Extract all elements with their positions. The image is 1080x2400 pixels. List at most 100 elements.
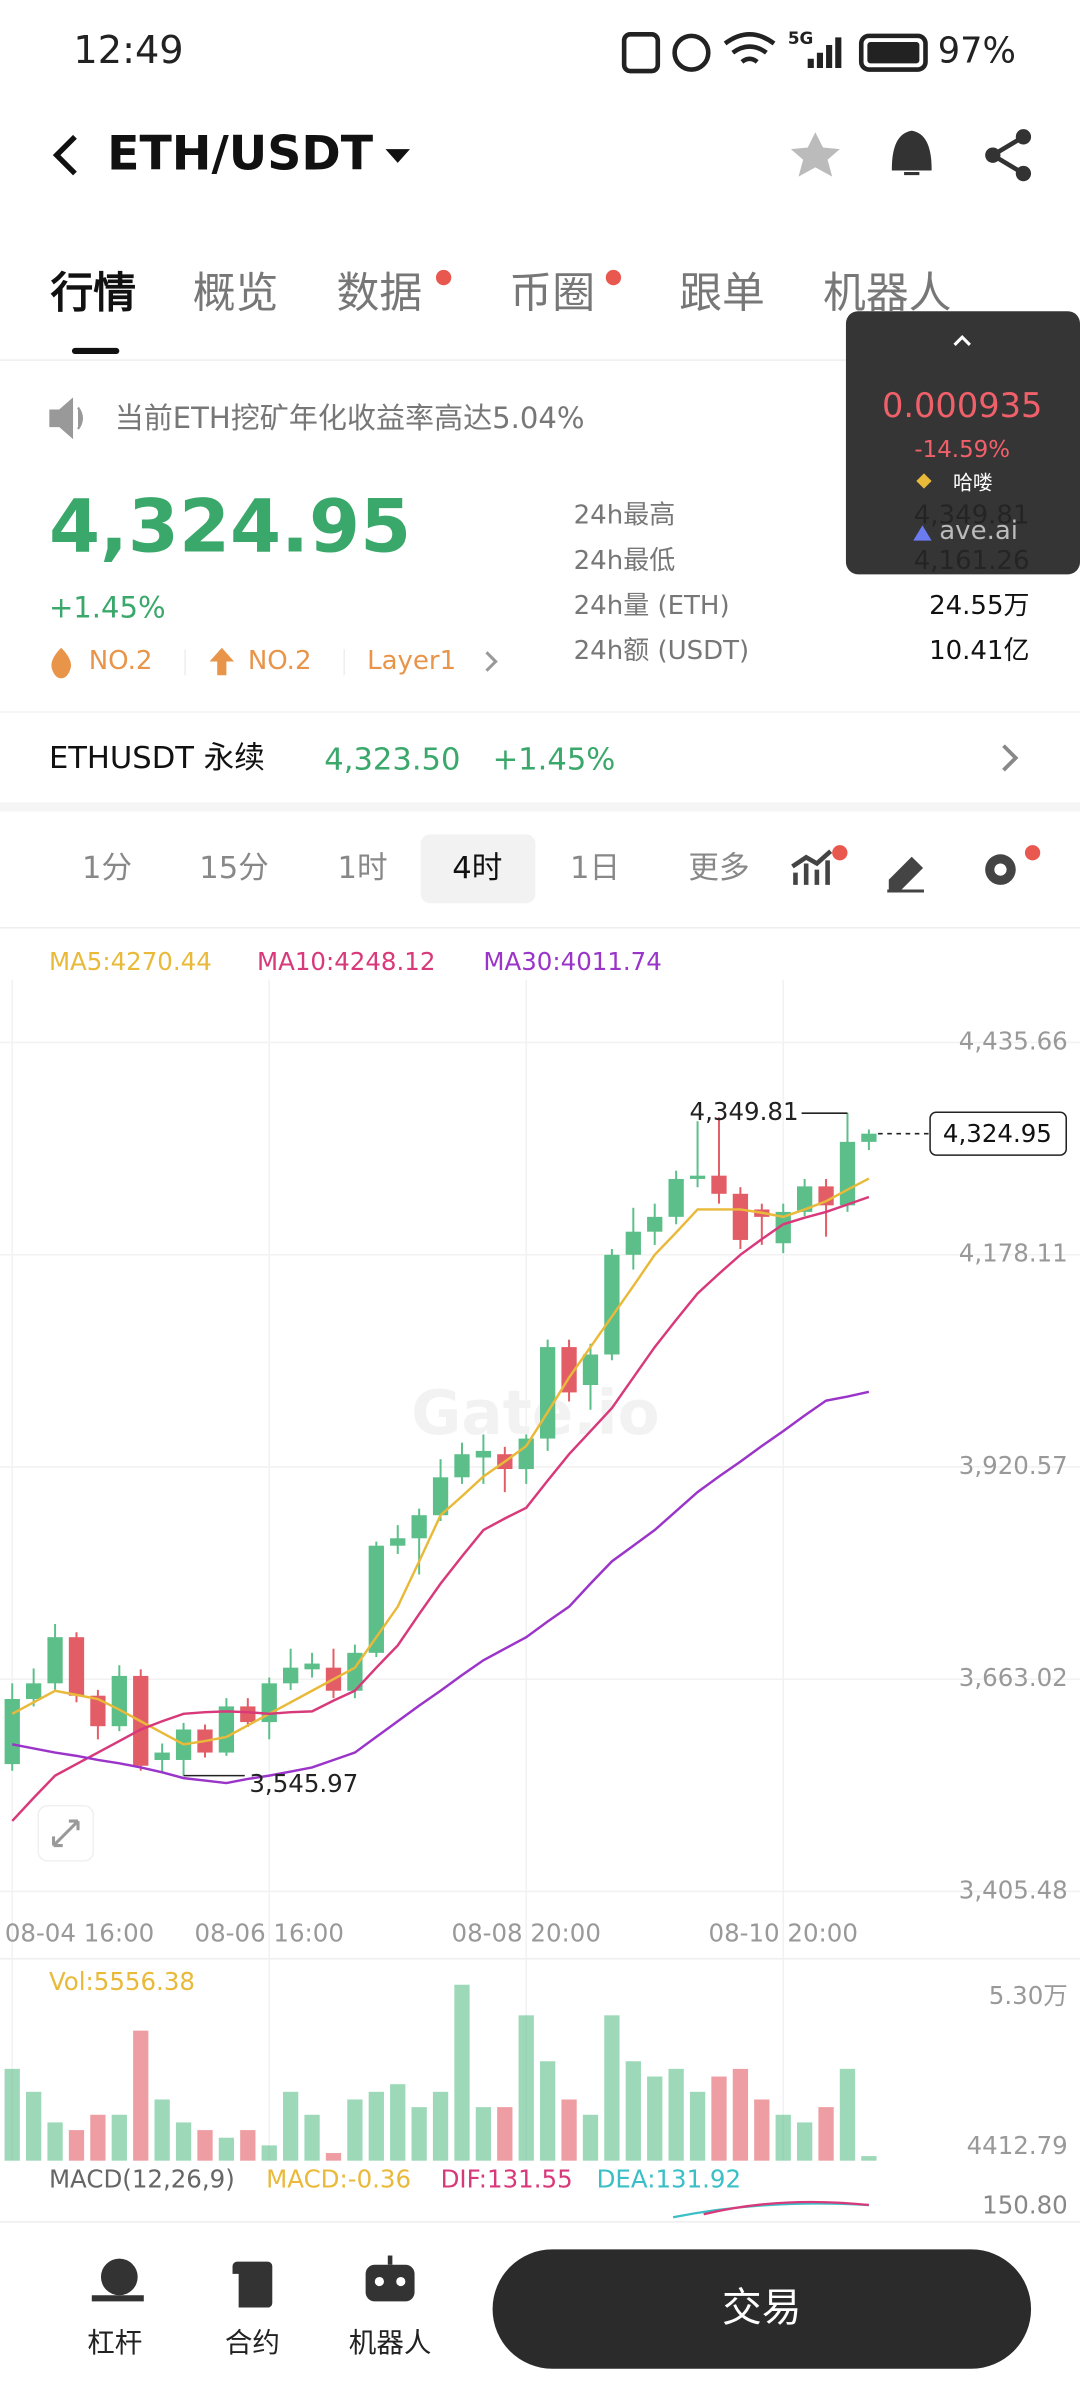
candle-body (411, 1515, 427, 1539)
x-tick-label: 08-08 20:00 (452, 1918, 601, 1947)
interval[interactable]: 4时 (452, 851, 502, 886)
tab[interactable]: 币圈 (509, 268, 595, 318)
trade-button[interactable] (492, 2249, 1032, 2369)
interval-active-bg (420, 834, 536, 904)
stat-label: 24h最低 (574, 546, 676, 576)
x-tick-label: 08-04 16:00 (5, 1918, 154, 1947)
y-tick-label: 4,178.11 (959, 1239, 1068, 1268)
volume-bar (368, 2091, 384, 2161)
indicator-button[interactable] (791, 849, 833, 885)
candle-body (775, 1211, 791, 1244)
popup-chain-icon (916, 473, 932, 489)
candle-body (4, 1698, 20, 1765)
volume-bar (197, 2130, 213, 2161)
ma-line (11, 1195, 870, 1822)
volume-bar (647, 2076, 663, 2161)
volume-bar (775, 2114, 791, 2161)
tab[interactable]: 机器人 (823, 268, 951, 318)
badge[interactable]: NO.2 (248, 646, 312, 676)
candle-body (625, 1231, 641, 1255)
volume-bar (390, 2084, 406, 2161)
floating-popup[interactable] (845, 311, 1080, 575)
macd-value: MACD:-0.36 (266, 2165, 411, 2194)
candle-body (732, 1193, 749, 1240)
favorite-button[interactable] (790, 132, 840, 177)
nav-robot-icon[interactable] (365, 2255, 415, 2302)
popup-price: 0.000935 (882, 386, 1043, 425)
volume-bar (475, 2107, 492, 2161)
volume-bar (518, 2015, 534, 2161)
volume-bar (26, 2091, 42, 2161)
popup-collapse[interactable] (953, 335, 971, 346)
pair-dropdown[interactable] (385, 149, 410, 163)
badge[interactable]: Layer1 (367, 646, 456, 676)
pair-title[interactable]: ETH/USDT (107, 127, 374, 182)
candle-body (26, 1683, 42, 1699)
candle-body (796, 1186, 813, 1212)
interval[interactable]: 1时 (338, 851, 388, 886)
candle-body (540, 1347, 556, 1439)
interval[interactable]: 1日 (570, 851, 620, 886)
nav-item[interactable]: 机器人 (349, 2327, 432, 2359)
candle-body (432, 1477, 449, 1516)
badge[interactable]: NO.2 (89, 646, 153, 676)
kline-chart[interactable]: Gate.io 3,405.48 3,663.02 3,920.57 4,178.11… (0, 979, 1080, 2161)
nav-item[interactable]: 杠杆 (87, 2327, 142, 2359)
volume-bar (411, 2107, 427, 2161)
nav-leverage-icon[interactable] (91, 2258, 144, 2302)
perp-price: 4,323.50 (324, 742, 460, 777)
tab-dot (605, 269, 622, 286)
volume-tick-label: 5.30万 (989, 1981, 1068, 2010)
nav-contract-icon[interactable] (229, 2261, 273, 2308)
badge-more[interactable] (485, 651, 498, 672)
dea-line (672, 2202, 869, 2219)
y-tick-label: 3,920.57 (959, 1451, 1068, 1480)
fire-icon (51, 647, 71, 679)
tab[interactable]: 概览 (193, 268, 279, 318)
nav-item[interactable]: 合约 (225, 2327, 280, 2359)
draw-button[interactable] (887, 856, 924, 893)
tab[interactable]: 跟单 (679, 268, 765, 318)
interval[interactable]: 1分 (82, 851, 132, 886)
volume-bar (540, 2061, 556, 2161)
tab[interactable]: 数据 (337, 268, 423, 318)
volume-bar (261, 2145, 277, 2161)
last-price: 4,324.95 (49, 485, 411, 570)
last-price-box (929, 1111, 1067, 1156)
notice-text[interactable]: 当前ETH挖矿年化收益率高达5.04% (115, 401, 585, 435)
last-price-label: 4,324.95 (943, 1119, 1052, 1148)
popup-tag: 哈喽 (953, 472, 993, 495)
share-button[interactable] (985, 129, 1032, 182)
rank-icon (209, 647, 235, 676)
perp-name[interactable]: ETHUSDT 永续 (49, 741, 265, 776)
volume-bar (4, 2068, 20, 2161)
speaker-icon (49, 397, 83, 440)
volume-bar (154, 2099, 170, 2161)
volume-bar (732, 2068, 749, 2161)
alert-button[interactable] (891, 130, 932, 176)
interval[interactable]: 15分 (199, 851, 269, 886)
expand-icon (52, 1819, 80, 1848)
dif-line (703, 2200, 870, 2216)
perp-link[interactable] (1002, 744, 1019, 772)
candle-body (304, 1663, 320, 1670)
back-button[interactable] (52, 134, 77, 176)
ma-label: MA30:4011.74 (483, 947, 661, 976)
candle-body (861, 1133, 877, 1142)
section-gap (0, 802, 1080, 812)
x-tick-label: 08-06 16:00 (195, 1918, 344, 1947)
volume-tick-label: 4412.79 (967, 2131, 1068, 2160)
tab[interactable]: 行情 (50, 268, 136, 318)
interval[interactable]: 更多 (688, 851, 749, 886)
volume-bar (283, 2091, 299, 2161)
volume-bar (796, 2122, 813, 2161)
volume-bar (218, 2137, 235, 2161)
dea-value: DEA:131.92 (597, 2165, 741, 2194)
volume-bar (668, 2068, 684, 2161)
candle-body (689, 1175, 706, 1179)
volume-bar (454, 1984, 470, 2161)
battery-icon (858, 33, 928, 72)
perp-change: +1.45% (493, 742, 616, 777)
candle-body (604, 1254, 620, 1355)
volume-bar (47, 2122, 63, 2161)
